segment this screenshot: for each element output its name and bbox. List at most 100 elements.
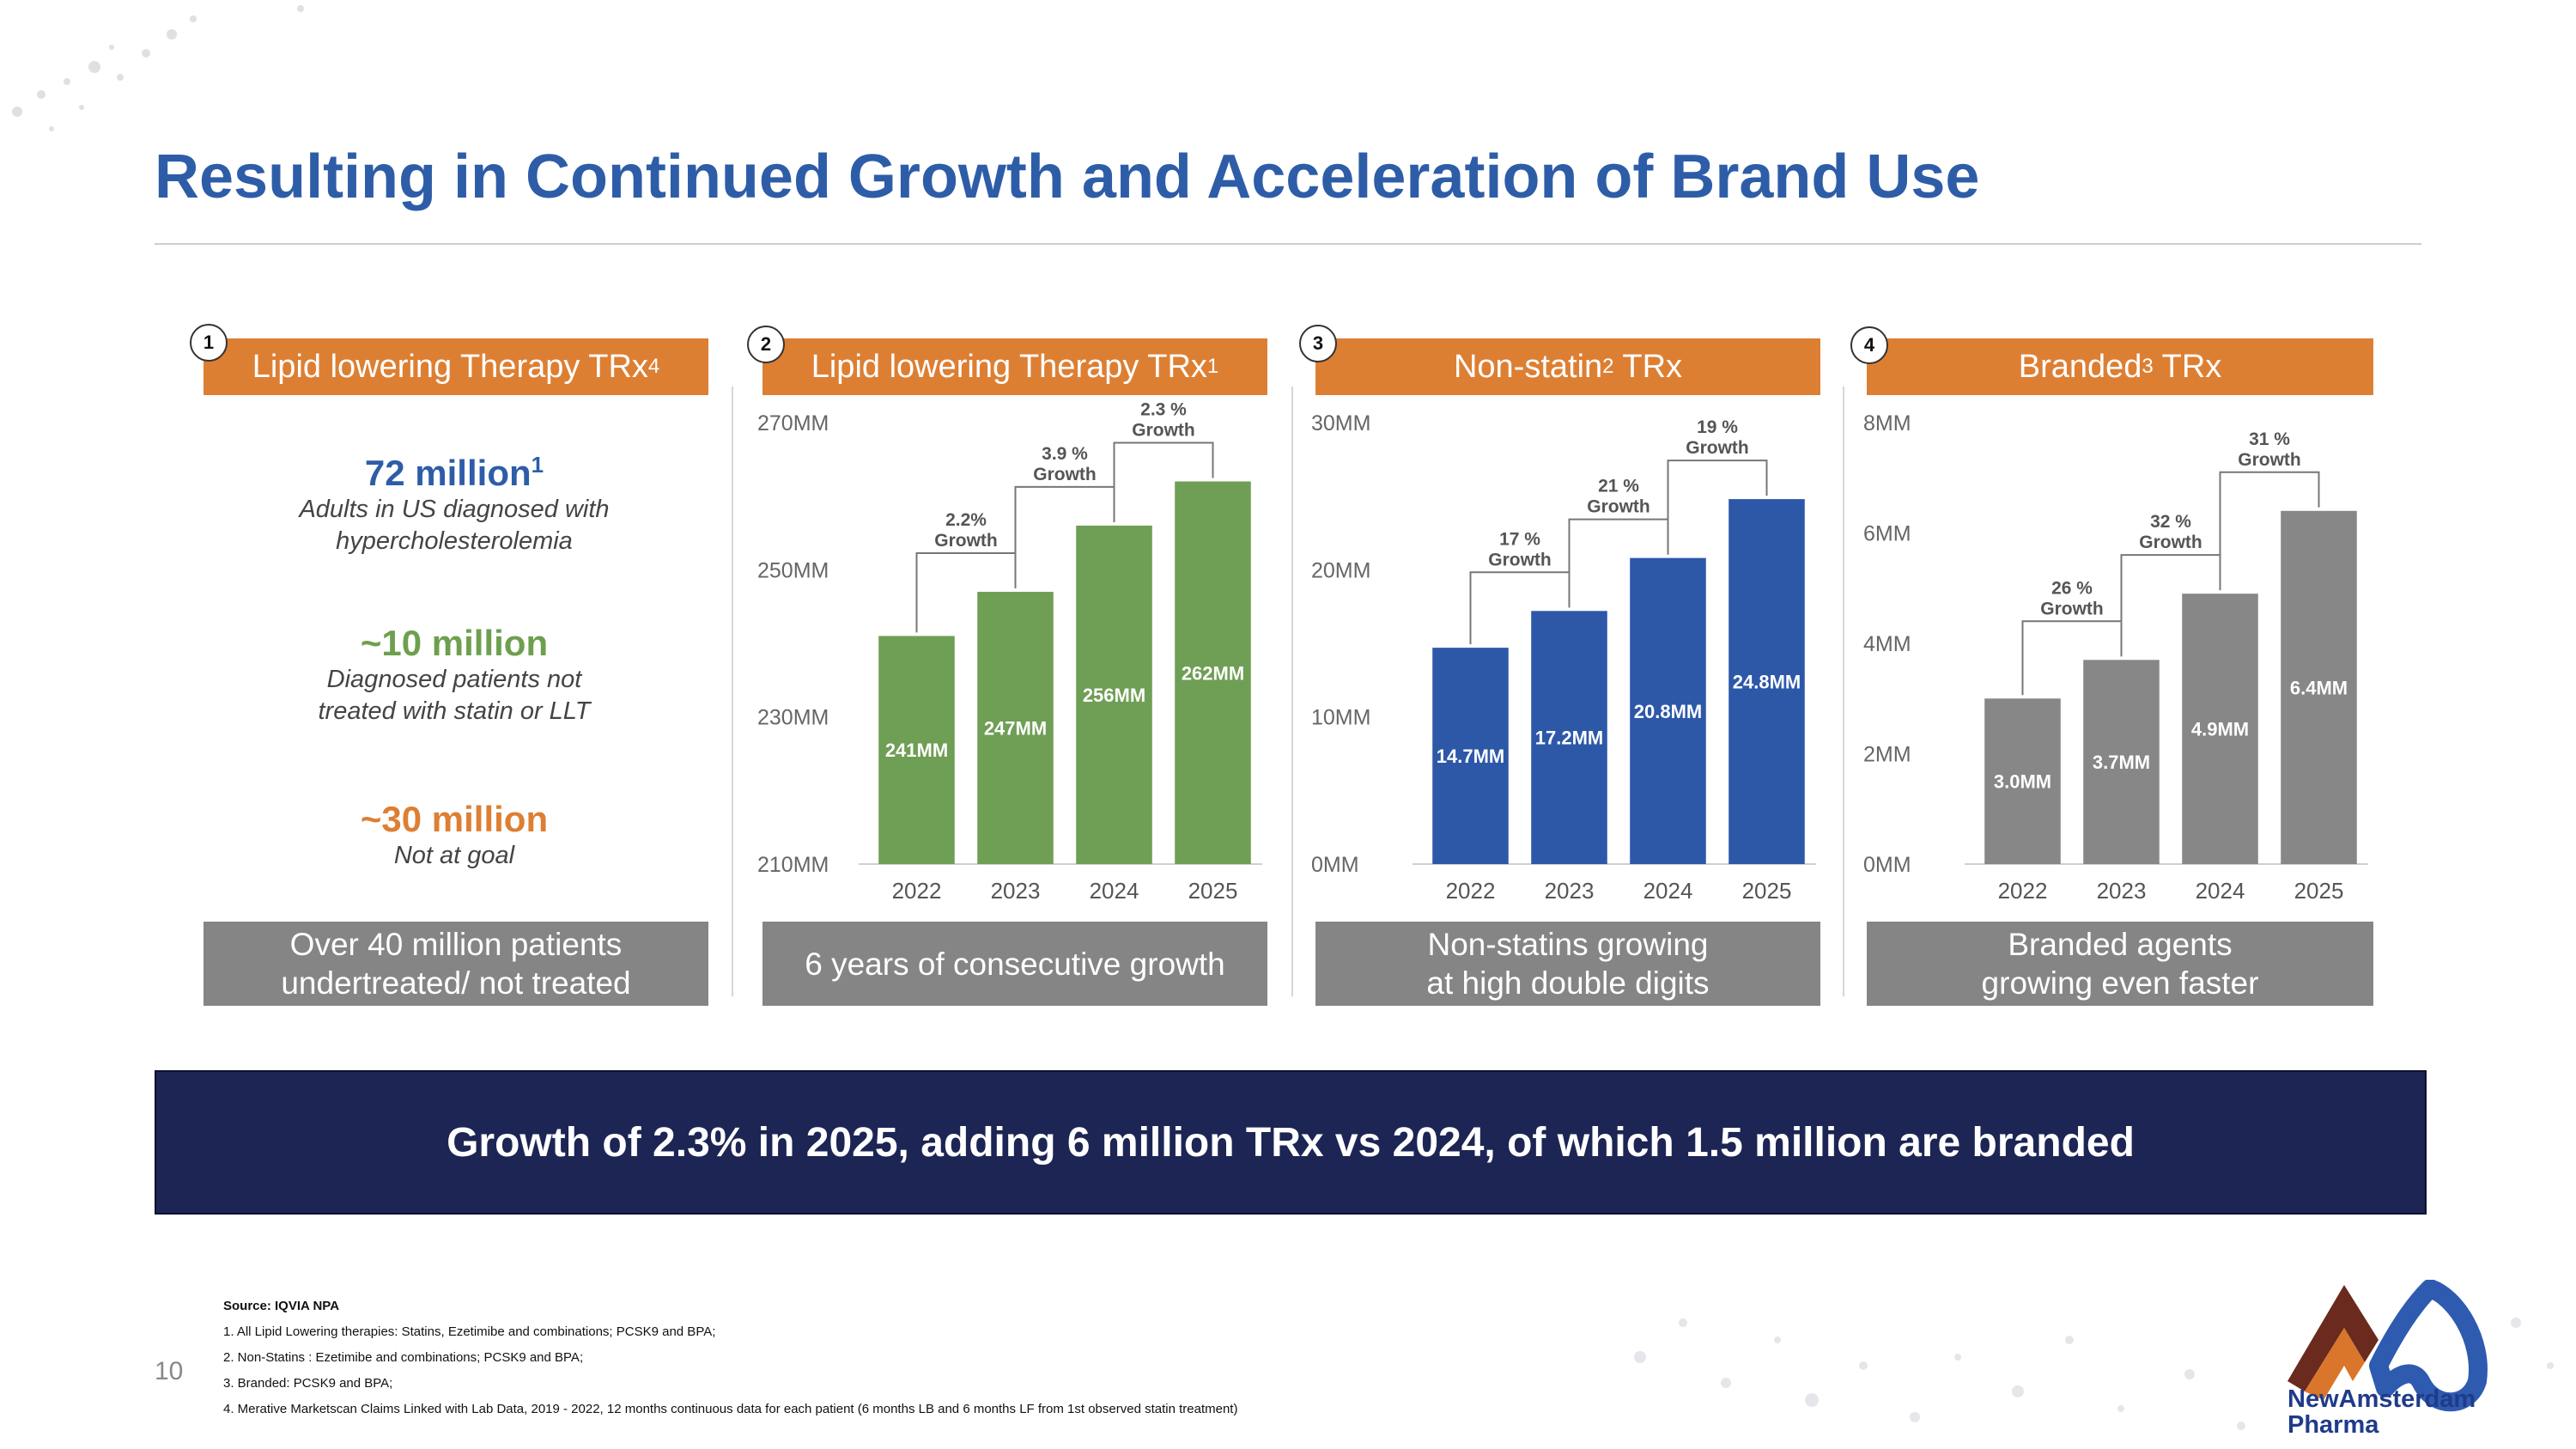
page-number: 10	[155, 1357, 184, 1385]
panel-3-number-badge: 3	[1299, 325, 1337, 362]
panel-1-footer: Over 40 million patients undertreated/ n…	[204, 922, 708, 1006]
growth-label: Growth	[934, 531, 998, 551]
bar	[1984, 698, 2061, 864]
growth-label: Growth	[2139, 533, 2202, 552]
panel-2-footer: 6 years of consecutive growth	[762, 922, 1267, 1006]
footnote-item: 2. Non-Statins : Ezetimibe and combinati…	[223, 1350, 584, 1365]
y-tick-label: 20MM	[1311, 558, 1370, 582]
bar	[2182, 594, 2258, 864]
y-tick-label: 4MM	[1863, 632, 1911, 656]
panel-3-footer: Non-statins growing at high double digit…	[1315, 922, 1820, 1006]
panel-2-header-sup: 1	[1206, 355, 1219, 378]
y-tick-label: 250MM	[757, 558, 829, 582]
y-tick-label: 8MM	[1863, 411, 1911, 435]
growth-label: Growth	[1686, 438, 1749, 458]
footer-line: undertreated/ not treated	[281, 965, 631, 1001]
footer-line: growing even faster	[1981, 965, 2259, 1001]
x-tick-label: 2025	[1188, 878, 1238, 904]
x-tick-label: 2024	[1090, 878, 1139, 904]
panel-1-header: Lipid lowering Therapy TRx 4	[204, 338, 708, 395]
panel-divider	[1291, 387, 1293, 996]
chart-non-statin-trx: 0MM 10MM 20MM 30MM 14.7MM 2022 17.2MM 2023 20.8M…	[1311, 411, 1816, 904]
y-tick-label: 0MM	[1863, 853, 1911, 877]
y-tick-label: 30MM	[1311, 411, 1370, 435]
panel-divider	[1843, 387, 1844, 996]
newamsterdam-logo-icon	[2287, 1280, 2488, 1412]
bar	[1630, 557, 1706, 864]
panel-1-number-badge: 1	[190, 324, 228, 362]
stat-desc-line: hypercholesterolemia	[336, 527, 573, 555]
footnote-item: 4. Merative Marketscan Claims Linked wit…	[223, 1402, 1238, 1416]
panel-3-header-text: Non-statin	[1453, 348, 1603, 385]
bar-value-label: 6.4MM	[2290, 677, 2348, 698]
stat-desc-line: Adults in US diagnosed with	[299, 496, 610, 523]
growth-pct-label: 2.3 %	[1140, 400, 1187, 420]
footer-line: Over 40 million patients	[289, 927, 623, 962]
growth-pct-label: 19 %	[1697, 417, 1738, 437]
bar-value-label: 247MM	[984, 718, 1047, 740]
y-tick-label: 6MM	[1863, 522, 1911, 546]
bar-value-label: 256MM	[1083, 685, 1145, 706]
growth-pct-label: 17 %	[1499, 529, 1540, 549]
stat-value: ~30 million	[203, 799, 706, 840]
footer-line: at high double digits	[1426, 965, 1710, 1001]
stat-value-text: 72 million	[364, 453, 532, 493]
summary-banner: Growth of 2.3% in 2025, adding 6 million…	[155, 1070, 2427, 1215]
growth-connector	[2219, 471, 2320, 591]
footnotes: Source: IQVIA NPA 1. All Lipid Lowering …	[223, 1294, 1237, 1422]
panel-1-header-sup: 4	[647, 355, 660, 378]
stat-value: 72 million1	[203, 452, 706, 494]
title-divider	[155, 243, 2421, 245]
footnote-item: 3. Branded: PCSK9 and BPA;	[223, 1376, 393, 1391]
decorative-dots-top	[12, 5, 304, 131]
chart-total-trx: 210MM 230MM 250MM 270MM 241MM 2022 247MM 2023 25…	[757, 400, 1262, 904]
bar	[1432, 648, 1509, 864]
stat-value-text: ~10 million	[360, 623, 549, 663]
footnote-item: 1. All Lipid Lowering therapies: Statins…	[223, 1324, 716, 1339]
y-tick-label: 0MM	[1311, 853, 1359, 877]
bar-value-label: 24.8MM	[1733, 672, 1801, 693]
growth-pct-label: 31 %	[2249, 429, 2290, 449]
growth-label: Growth	[2040, 599, 2104, 618]
panel-4-header-suffix: TRx	[2153, 348, 2222, 385]
panel-4-header-sup: 3	[2142, 355, 2154, 378]
logo-text: NewAmsterdam Pharma	[2287, 1386, 2476, 1438]
growth-pct-label: 26 %	[2051, 578, 2093, 598]
bar-value-label: 14.7MM	[1437, 746, 1504, 767]
bar	[977, 592, 1054, 864]
x-tick-label: 2023	[2097, 878, 2147, 904]
x-tick-label: 2024	[2196, 878, 2245, 904]
x-tick-label: 2025	[2294, 878, 2344, 904]
bar	[878, 636, 955, 864]
growth-connector	[1113, 441, 1214, 522]
panel-3-header-sup: 2	[1602, 355, 1614, 378]
stat-desc-line: treated with statin or LLT	[318, 697, 591, 725]
growth-label: Growth	[1587, 497, 1650, 517]
growth-label: Growth	[1033, 465, 1097, 484]
bar-value-label: 3.0MM	[1994, 771, 2051, 793]
y-tick-label: 270MM	[757, 411, 829, 435]
panel-divider	[732, 387, 733, 996]
logo-text-line1: NewAmsterdam	[2287, 1385, 2476, 1413]
footer-line: 6 years of consecutive growth	[805, 946, 1225, 982]
bar-value-label: 262MM	[1182, 662, 1244, 684]
panel-3-header-suffix: TRx	[1613, 348, 1683, 385]
footer-line: Branded agents	[2008, 927, 2233, 962]
panel-2-number-badge: 2	[747, 326, 785, 363]
x-tick-label: 2022	[892, 878, 942, 904]
growth-label: Growth	[1132, 421, 1195, 441]
stat-adults-diagnosed: 72 million1 Adults in US diagnosed with …	[203, 452, 706, 557]
page-title: Resulting in Continued Growth and Accele…	[155, 143, 1980, 211]
bar-value-label: 241MM	[885, 740, 948, 761]
y-tick-label: 230MM	[757, 706, 829, 730]
growth-pct-label: 2.2%	[945, 510, 987, 530]
growth-pct-label: 32 %	[2150, 512, 2191, 532]
y-tick-label: 210MM	[757, 853, 829, 877]
panel-4-footer: Branded agents growing even faster	[1867, 922, 2373, 1006]
x-tick-label: 2022	[1446, 878, 1496, 904]
y-tick-label: 10MM	[1311, 706, 1370, 730]
growth-label: Growth	[2238, 450, 2301, 470]
stat-value: ~10 million	[203, 623, 706, 664]
decorative-dots-bottom	[1634, 1318, 2554, 1430]
logo-text-line2: Pharma	[2287, 1411, 2379, 1439]
